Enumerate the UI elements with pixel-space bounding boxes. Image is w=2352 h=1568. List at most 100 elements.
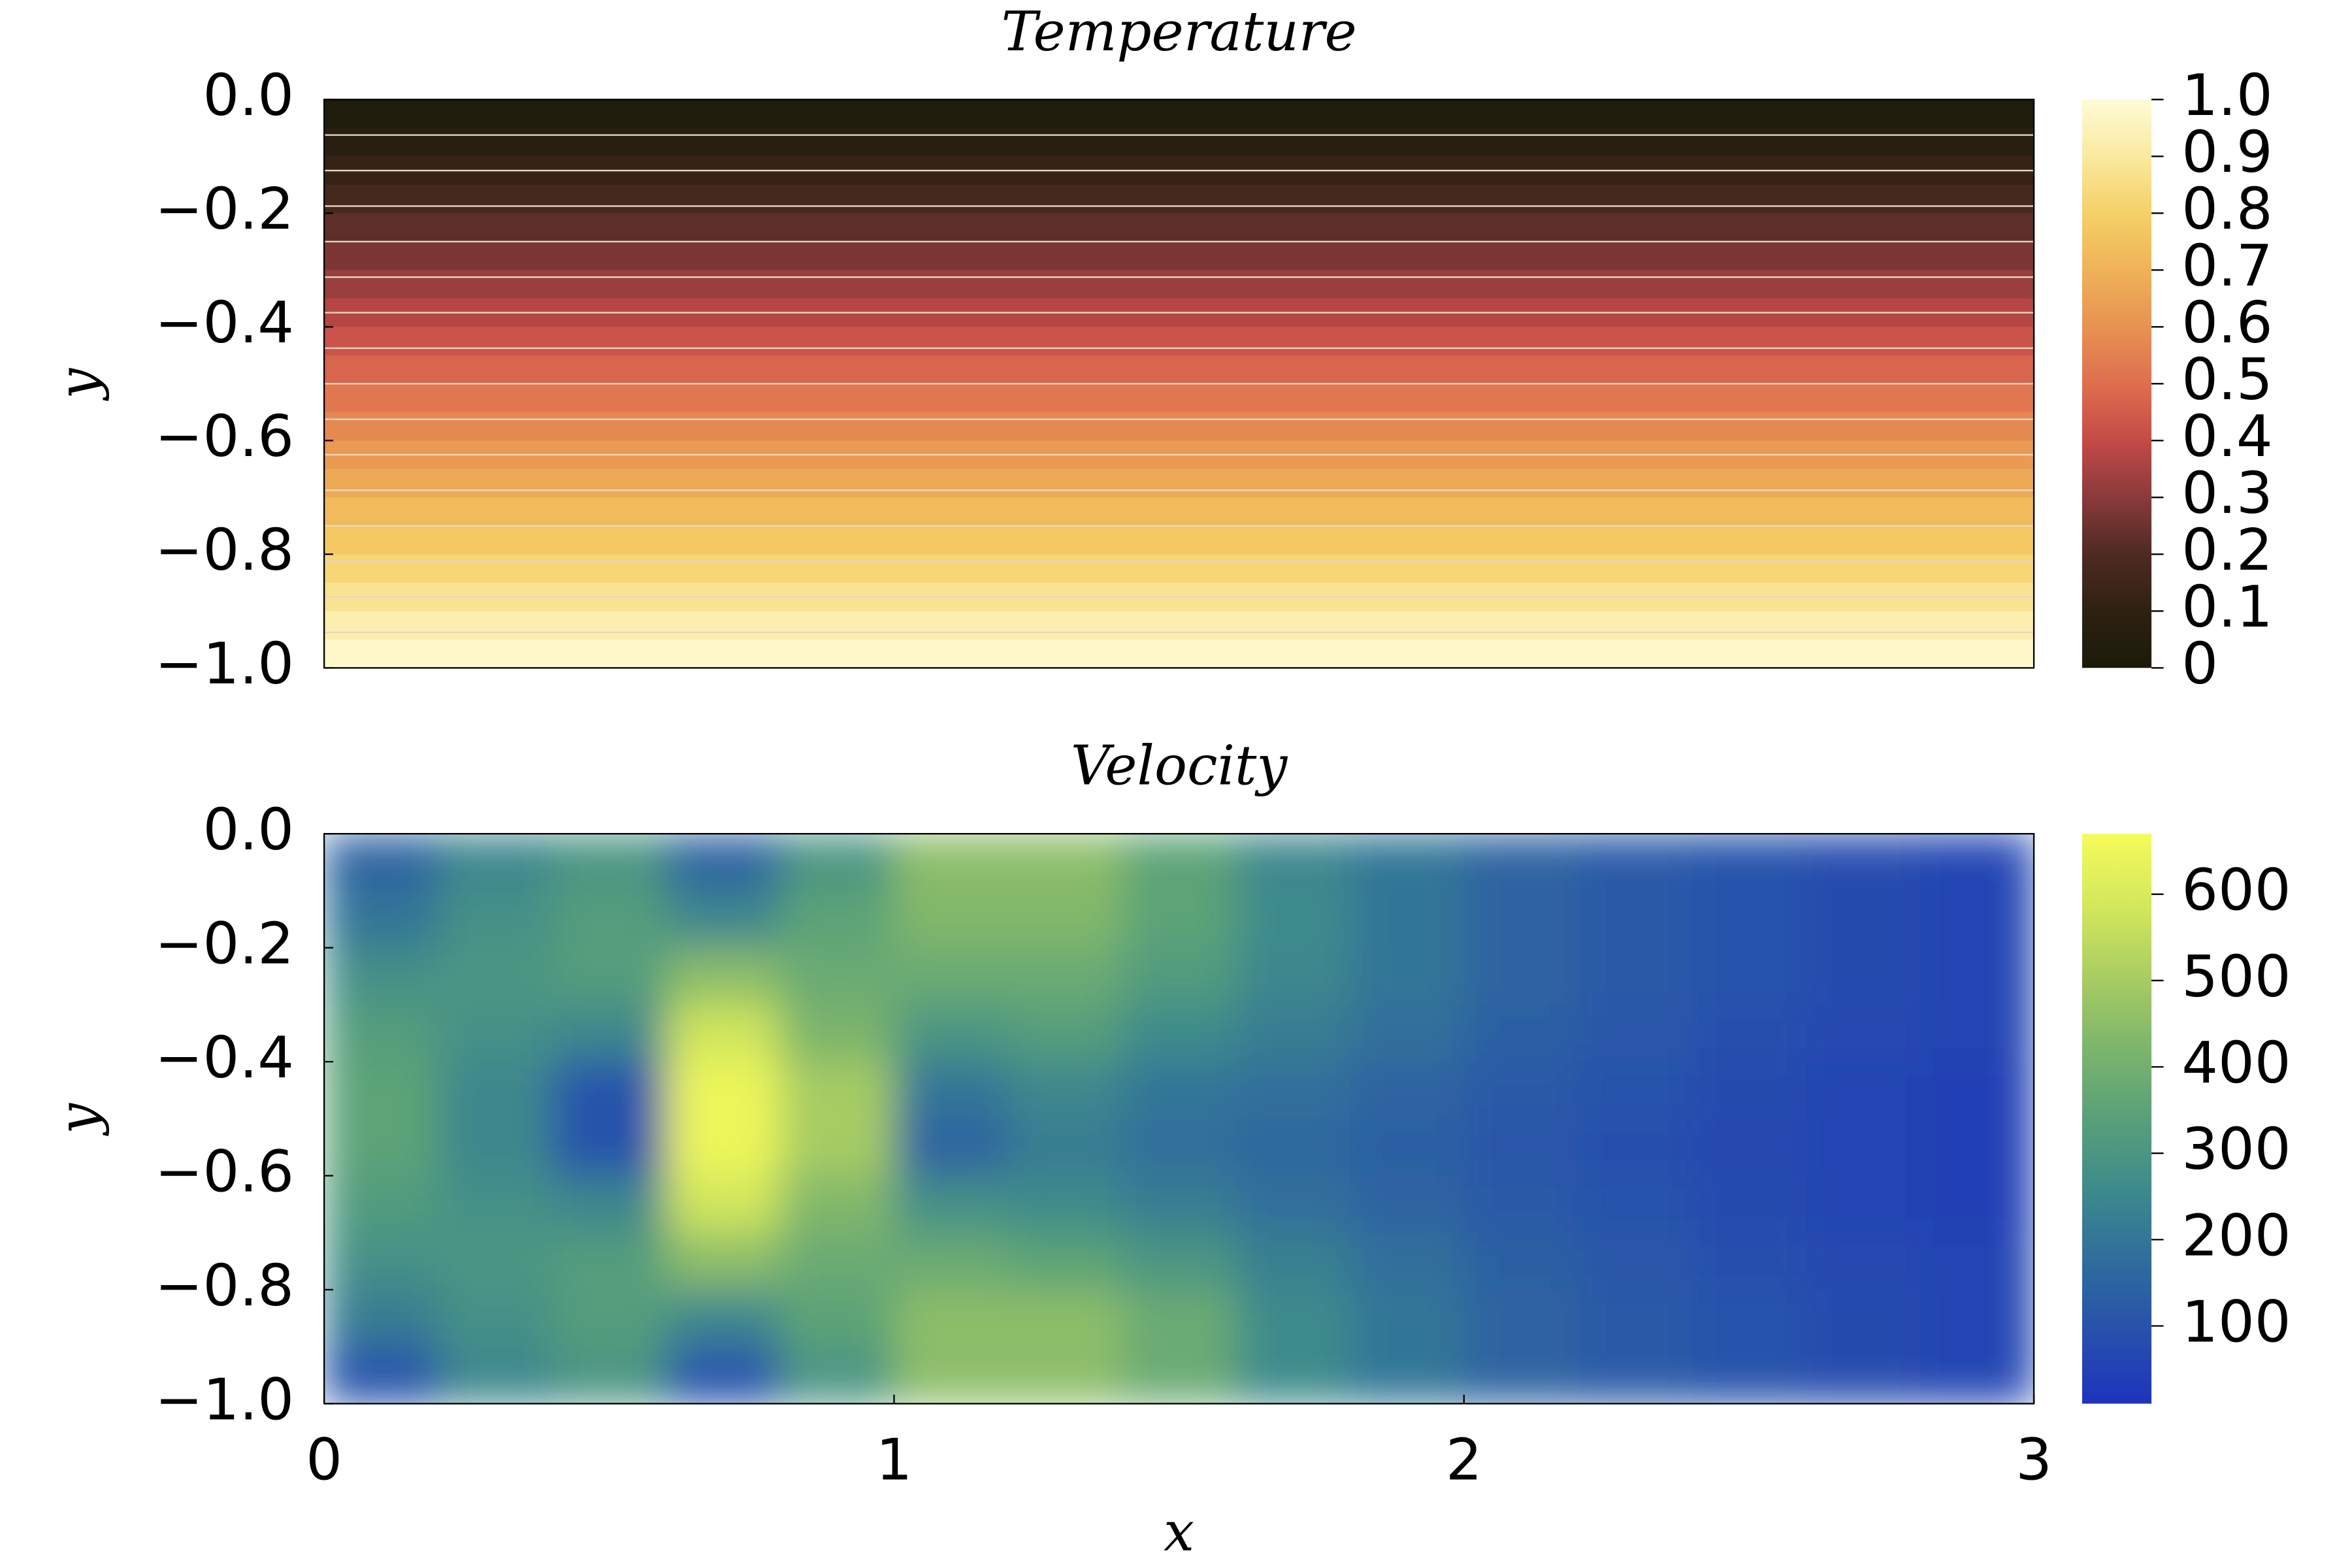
- heat-cell: [1122, 1232, 1237, 1291]
- heat-cell: [666, 1290, 781, 1348]
- heat-cell: [1007, 1004, 1123, 1063]
- heat-cell: [552, 890, 667, 949]
- heat-cell: [1691, 1290, 1807, 1348]
- heat-cell: [1463, 1119, 1579, 1177]
- chart-title: Velocity: [1071, 734, 1288, 798]
- heat-cell: [1463, 834, 1579, 892]
- y-tick-label: −1.0: [155, 1366, 294, 1433]
- heat-cell: [1578, 1119, 1693, 1177]
- colorbar-tick-label: 200: [2181, 1202, 2291, 1269]
- heat-cell: [324, 554, 2034, 584]
- heat-cell: [1806, 834, 1921, 892]
- heat-cell: [780, 1232, 895, 1291]
- heat-cell: [666, 1004, 781, 1063]
- y-axis-label: y: [46, 1103, 110, 1137]
- heat-cell: [1007, 1290, 1123, 1348]
- heatmap: [324, 834, 2034, 1404]
- colorbar-tick-label: 0.3: [2181, 460, 2272, 527]
- heat-cell: [1007, 1175, 1123, 1234]
- heat-cell: [894, 890, 1009, 949]
- heatmap-cells: [324, 834, 2034, 1404]
- colorbar-tick-label: 0.1: [2181, 574, 2272, 640]
- colorbar-tick-label: 0: [2181, 630, 2218, 697]
- heat-cell: [1122, 1004, 1237, 1063]
- colorbar-tick-label: 0.7: [2181, 233, 2272, 299]
- x-tick-label: 2: [1446, 1427, 1482, 1494]
- heat-cell: [1350, 1175, 1465, 1234]
- heat-cell: [1578, 1290, 1693, 1348]
- heat-cell: [666, 834, 781, 892]
- heat-cell: [1235, 1232, 1351, 1291]
- heat-cell: [1007, 1062, 1123, 1120]
- heat-cell: [1691, 890, 1807, 949]
- heat-cell: [1919, 1175, 2034, 1234]
- colorbar-tick-label: 100: [2181, 1288, 2291, 1355]
- heat-cell: [1235, 947, 1351, 1006]
- y-tick-label: −0.6: [155, 403, 294, 470]
- heat-cell: [324, 468, 2034, 498]
- heat-cell: [1350, 1290, 1465, 1348]
- heat-cell: [1350, 947, 1465, 1006]
- heat-cell: [438, 1062, 553, 1120]
- heat-cell: [1235, 1004, 1351, 1063]
- y-tick-label: −0.8: [155, 517, 294, 583]
- heat-cell: [1691, 1347, 1807, 1404]
- heat-cell: [666, 1347, 781, 1404]
- heat-cell: [1007, 1232, 1123, 1291]
- heat-cell: [1691, 834, 1807, 892]
- heat-cell: [780, 1347, 895, 1404]
- heat-cell: [894, 1175, 1009, 1234]
- x-tick-label: 1: [876, 1427, 913, 1494]
- colorbar-tick-label: 500: [2181, 943, 2291, 1010]
- x-tick-label: 0: [306, 1427, 342, 1494]
- heat-cell: [1463, 1062, 1579, 1120]
- heat-cell: [1463, 890, 1579, 949]
- heat-cell: [1007, 890, 1123, 949]
- heat-cell: [1578, 1004, 1693, 1063]
- plot-frame: [323, 99, 2035, 669]
- heat-cell: [324, 1347, 439, 1404]
- heat-cell: [438, 1347, 553, 1404]
- heat-cell: [324, 1290, 439, 1348]
- heat-cell: [1463, 947, 1579, 1006]
- colorbar: [2082, 99, 2152, 668]
- colorbar-tick-label: 0.2: [2181, 517, 2272, 583]
- y-tick-label: −1.0: [155, 630, 294, 697]
- y-tick-label: 0.0: [203, 796, 294, 863]
- heat-cell: [1806, 1347, 1921, 1404]
- colorbar-tick-label: 0.8: [2181, 176, 2272, 242]
- heat-cell: [1235, 1119, 1351, 1177]
- heat-cell: [780, 1119, 895, 1177]
- y-tick-label: 0.0: [203, 62, 294, 129]
- heat-cell: [1691, 1175, 1807, 1234]
- y-tick-label: −0.2: [155, 911, 294, 977]
- heat-cell: [324, 611, 2034, 641]
- heat-cell: [780, 1175, 895, 1234]
- heat-cell: [666, 890, 781, 949]
- heat-cell: [1350, 1004, 1465, 1063]
- heat-cell: [1806, 947, 1921, 1006]
- heat-cell: [1691, 1062, 1807, 1120]
- heat-cell: [1691, 1004, 1807, 1063]
- heat-cell: [780, 890, 895, 949]
- heat-cell: [324, 497, 2034, 527]
- heat-cell: [1578, 890, 1693, 949]
- heat-cell: [1806, 1062, 1921, 1120]
- heat-cell: [438, 890, 553, 949]
- heat-cell: [552, 1062, 667, 1120]
- colorbar-tick-label: 400: [2181, 1030, 2291, 1096]
- heat-cell: [1122, 834, 1237, 892]
- heat-cell: [1919, 1232, 2034, 1291]
- heat-cell: [1007, 1347, 1123, 1404]
- heat-cell: [1578, 1175, 1693, 1234]
- heat-cell: [552, 1347, 667, 1404]
- y-tick-label: −0.2: [155, 176, 294, 242]
- heat-cell: [780, 1290, 895, 1348]
- heat-cell: [324, 355, 2034, 385]
- heat-cell: [1235, 834, 1351, 892]
- y-axis-label: y: [46, 368, 110, 402]
- heat-cell: [894, 1232, 1009, 1291]
- heat-cell: [1578, 1062, 1693, 1120]
- heat-cell: [894, 1004, 1009, 1063]
